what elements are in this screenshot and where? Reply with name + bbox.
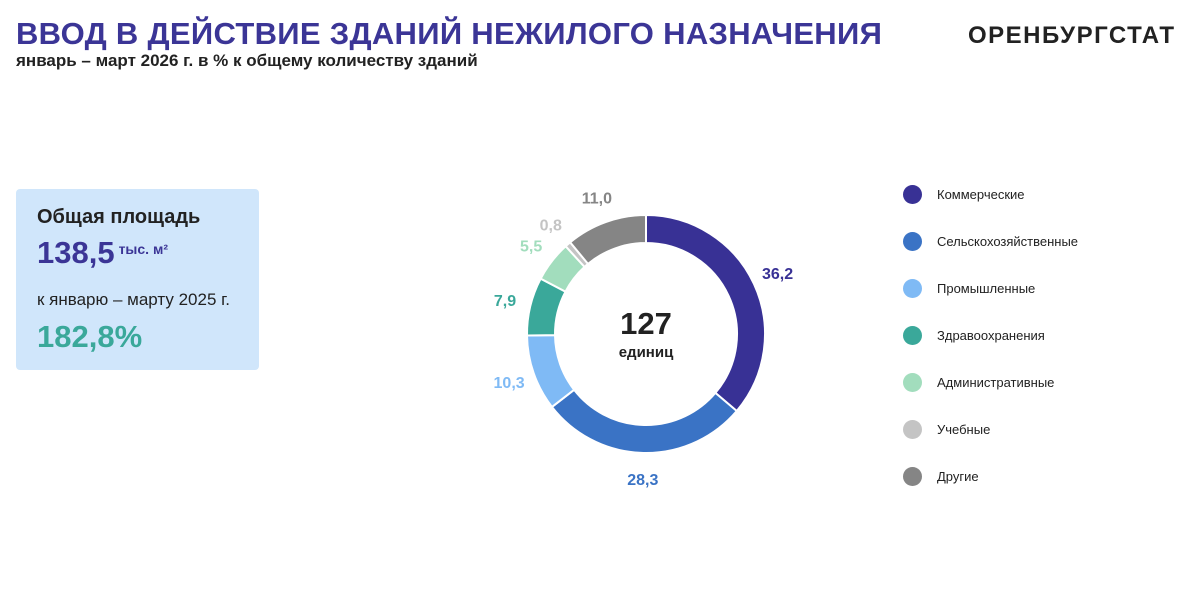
legend-swatch (903, 373, 922, 392)
page-title: ВВОД В ДЕЙСТВИЕ ЗДАНИЙ НЕЖИЛОГО НАЗНАЧЕН… (16, 16, 883, 51)
donut-value-label: 0,8 (540, 218, 562, 235)
donut-slice (568, 213, 647, 266)
legend-label: Другие (937, 469, 979, 484)
legend-item: Сельскохозяйственные (903, 232, 1078, 251)
donut-slice (525, 334, 576, 409)
legend-label: Учебные (937, 422, 991, 437)
legend-label: Коммерческие (937, 187, 1025, 202)
total-area-label: Общая площадь (37, 206, 201, 228)
donut-slice (550, 388, 739, 454)
donut-value-label: 7,9 (494, 293, 516, 310)
legend-item: Коммерческие (903, 185, 1025, 204)
total-area-value: 138,5 (37, 235, 115, 270)
legend-swatch (903, 467, 922, 486)
legend-swatch (903, 279, 922, 298)
legend-label: Административные (937, 375, 1055, 390)
total-area-value-row: 138,5 тыс. м² (37, 235, 168, 271)
donut-value-label: 36,2 (762, 266, 793, 283)
donut-center-label: единиц (619, 344, 674, 361)
comparison-value: 182,8% (37, 319, 143, 354)
legend-item: Административные (903, 373, 1054, 392)
donut-value-label: 28,3 (627, 472, 658, 489)
legend-swatch (903, 420, 922, 439)
legend-item: Промышленные (903, 279, 1035, 298)
legend-swatch (903, 185, 922, 204)
donut-value-label: 10,3 (494, 375, 525, 392)
page-subtitle: январь – март 2026 г. в % к общему колич… (16, 51, 478, 70)
total-area-unit: тыс. м² (118, 241, 168, 257)
legend-item: Учебные (903, 420, 990, 439)
donut-value-label: 11,0 (582, 191, 612, 208)
legend-label: Здравоохранения (937, 328, 1045, 343)
legend-swatch (903, 326, 922, 345)
comparison-label: к январю – марту 2025 г. (37, 290, 230, 309)
brand-logo-text: ОРЕНБУРГСТАТ (968, 22, 1176, 49)
total-area-box: Общая площадь 138,5 тыс. м² к январю – ма… (16, 189, 259, 370)
legend-label: Сельскохозяйственные (937, 234, 1079, 249)
legend-label: Промышленные (937, 281, 1036, 296)
legend-swatch (903, 232, 922, 251)
donut-center-value: 127 (620, 306, 672, 341)
donut-value-label: 5,5 (520, 238, 542, 255)
legend-item: Другие (903, 467, 979, 486)
legend-item: Здравоохранения (903, 326, 1045, 345)
